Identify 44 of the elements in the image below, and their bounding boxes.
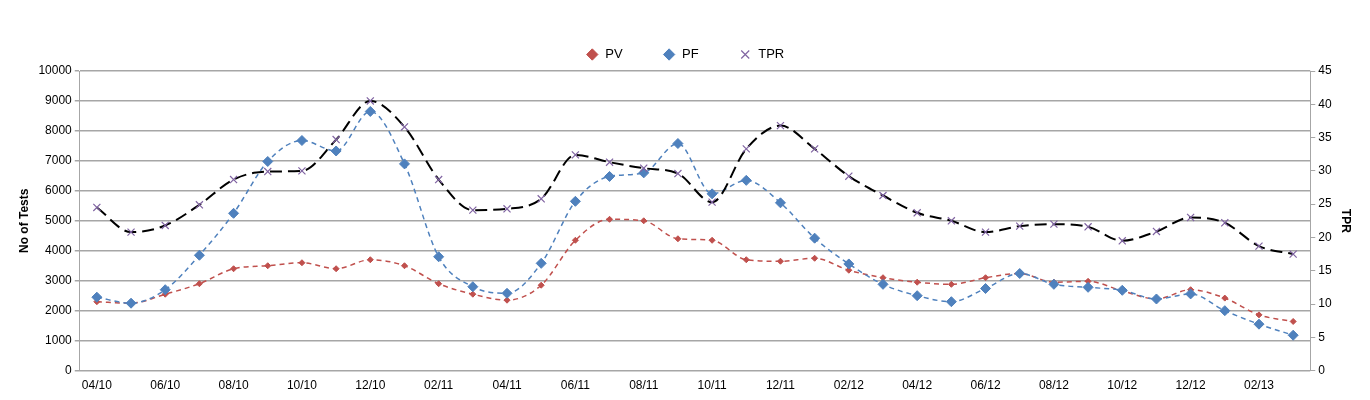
y2-tick-label: 5 <box>1318 329 1326 344</box>
y2-tick-label: 15 <box>1318 263 1332 278</box>
y-tick-label: 0 <box>65 362 73 377</box>
x-tick-label: 04/10 <box>81 378 113 393</box>
x-tick-label: 08/11 <box>629 378 659 393</box>
x-tick-label: 10/10 <box>286 378 318 393</box>
y2-tick-label: 10 <box>1318 296 1332 311</box>
y-tick-label: 6000 <box>45 183 73 198</box>
x-tick-label: 04/12 <box>902 378 933 393</box>
x-tick-label: 06/11 <box>560 378 591 393</box>
y-axis-title: No of Tests <box>16 188 31 254</box>
legend-label: TPR <box>758 46 785 62</box>
x-tick-label: 06/10 <box>150 378 181 393</box>
x-tick-label: 02/11 <box>424 378 454 393</box>
legend-label: PF <box>682 46 699 62</box>
y-tick-label: 2000 <box>45 302 73 317</box>
y2-tick-label: 20 <box>1318 229 1332 244</box>
y2-tick-label: 35 <box>1318 129 1332 144</box>
y-tick-label: 10000 <box>38 63 73 78</box>
y2-axis-title: TPR <box>1339 208 1354 234</box>
x-tick-label: 12/11 <box>765 378 796 393</box>
y-tick-label: 4000 <box>45 243 73 258</box>
x-tick-label: 02/13 <box>1243 378 1275 393</box>
y-tick-label: 1000 <box>45 332 73 347</box>
y-tick-label: 3000 <box>45 273 73 288</box>
x-tick-label: 04/11 <box>492 378 522 393</box>
y-tick-label: 5000 <box>45 213 73 228</box>
y-tick-label: 9000 <box>45 93 73 108</box>
x-tick-label: 10/12 <box>1107 378 1138 393</box>
y-tick-label: 7000 <box>45 153 73 168</box>
x-tick-label: 10/11 <box>697 378 727 393</box>
y2-tick-label: 0 <box>1318 362 1326 377</box>
x-tick-label: 12/12 <box>1175 378 1206 393</box>
y-tick-label: 8000 <box>45 123 73 138</box>
x-tick-label: 08/10 <box>218 378 249 393</box>
legend-label: PV <box>605 46 623 62</box>
x-tick-label: 06/12 <box>970 378 1001 393</box>
y2-tick-label: 40 <box>1318 96 1332 111</box>
y2-tick-label: 45 <box>1318 63 1332 78</box>
y2-tick-label: 30 <box>1318 163 1332 178</box>
x-tick-label: 08/12 <box>1038 378 1070 393</box>
y2-tick-label: 25 <box>1318 196 1332 211</box>
x-tick-label: 12/10 <box>355 378 386 393</box>
x-tick-label: 02/12 <box>833 378 865 393</box>
